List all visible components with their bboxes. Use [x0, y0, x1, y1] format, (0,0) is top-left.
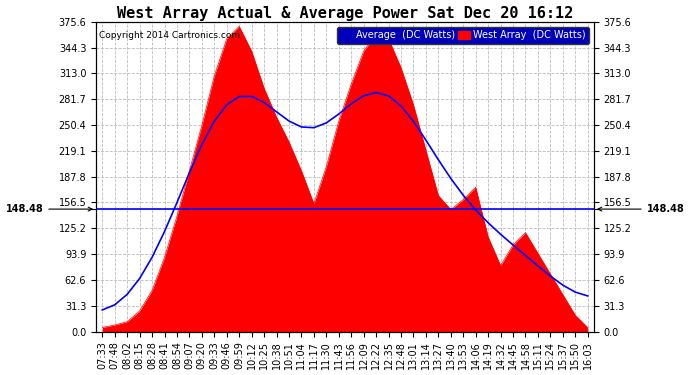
Text: 148.48: 148.48 [598, 204, 684, 214]
Text: Copyright 2014 Cartronics.com: Copyright 2014 Cartronics.com [99, 31, 239, 40]
Title: West Array Actual & Average Power Sat Dec 20 16:12: West Array Actual & Average Power Sat De… [117, 6, 573, 21]
Text: 148.48: 148.48 [6, 204, 92, 214]
Legend: Average  (DC Watts), West Array  (DC Watts): Average (DC Watts), West Array (DC Watts… [337, 27, 589, 44]
